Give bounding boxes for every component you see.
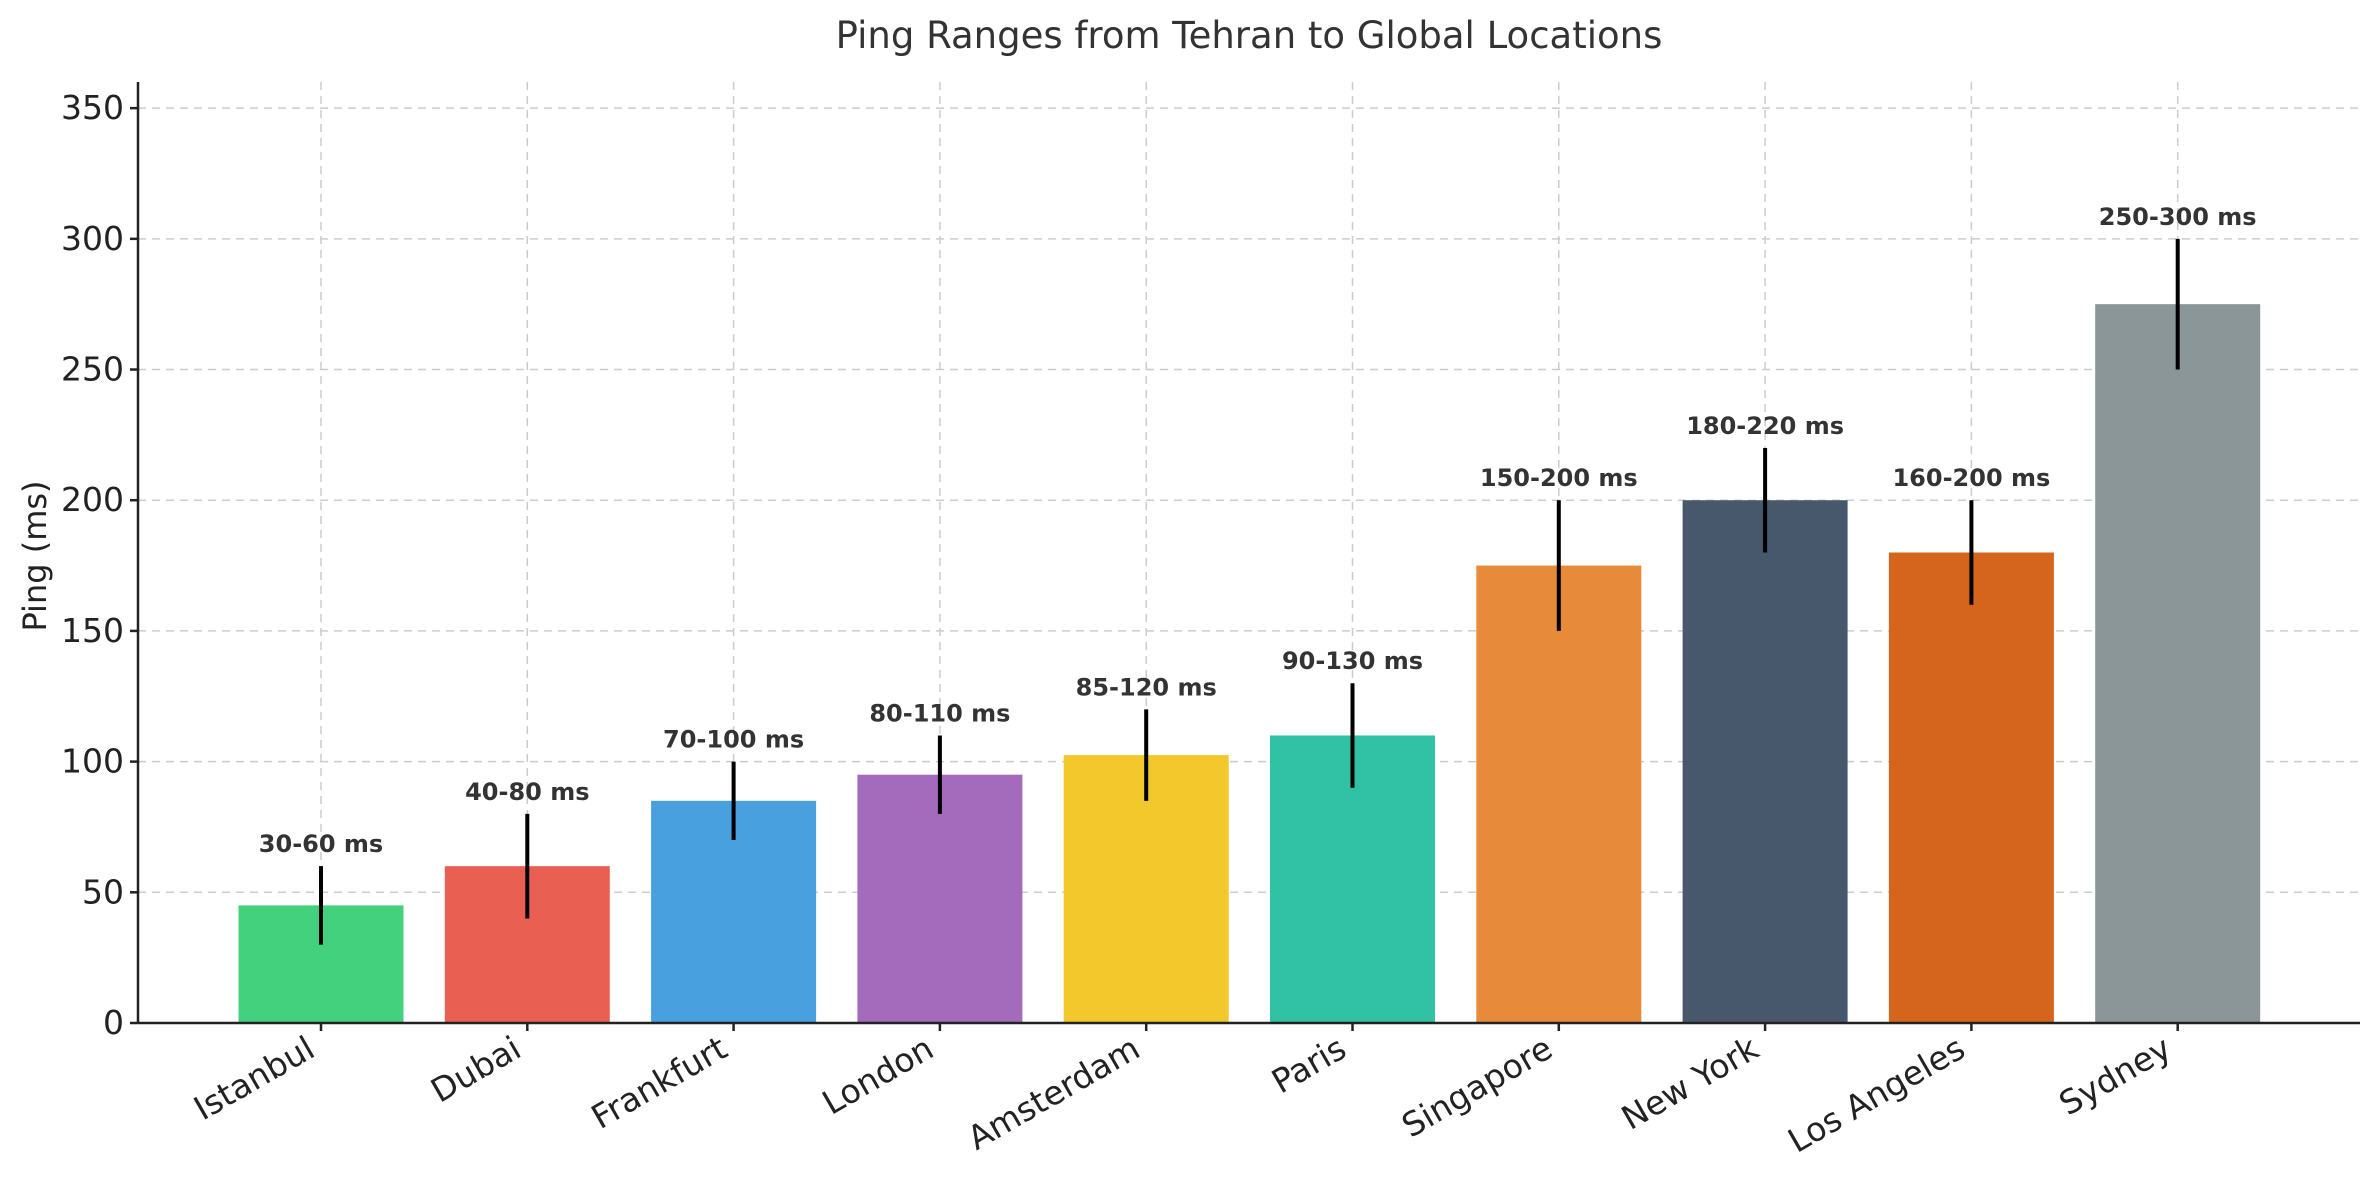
y-tick-label: 350 [61,88,124,127]
range-label: 85-120 ms [1076,673,1217,701]
range-label: 180-220 ms [1686,412,1844,440]
range-label: 90-130 ms [1282,647,1423,675]
range-label: 80-110 ms [869,699,1010,727]
x-ticks-layer: Istanbul Dubai Frankfurt London Amsterdam Par… [187,1023,2179,1160]
y-axis-label: Ping (ms) [16,480,54,631]
chart-title: Ping Ranges from Tehran to Global Locati… [836,14,1663,57]
x-tick-label: Dubai [424,1028,527,1110]
x-tick-label: Istanbul [187,1028,321,1128]
range-label: 40-80 ms [465,778,589,806]
range-label: 30-60 ms [259,830,383,858]
y-tick-label: 300 [61,219,124,258]
x-tick-label: Sydney [2052,1028,2177,1123]
bar-singapore [1476,565,1642,1023]
range-labels-layer: 30-60 ms 40-80 ms 70-100 ms 80-110 ms 85-120… [259,203,2257,858]
range-label: 250-300 ms [2099,203,2257,231]
range-label: 70-100 ms [663,726,804,754]
y-tick-label: 250 [61,350,124,389]
y-ticks-layer: 0 50 100 150 200 250 300 350 [61,88,138,1042]
y-tick-label: 0 [103,1003,124,1042]
bar-london [857,774,1023,1023]
bar-sydney [2095,304,2261,1023]
range-label: 160-200 ms [1892,464,2050,492]
x-tick-label: Frankfurt [585,1028,734,1137]
range-label: 150-200 ms [1480,464,1638,492]
bar-new-york [1682,500,1848,1023]
x-tick-label: Singapore [1395,1028,1559,1145]
bar-los-angeles [1888,552,2054,1023]
bars-layer [238,304,2261,1023]
y-tick-label: 50 [82,872,124,911]
y-tick-label: 100 [61,742,124,781]
x-tick-label: Los Angeles [1781,1028,1971,1160]
x-tick-label: London [816,1028,940,1122]
x-tick-label: Amsterdam [961,1028,1146,1158]
error-bars-layer [319,238,2180,945]
x-tick-label: New York [1615,1028,1766,1138]
y-tick-label: 150 [61,611,124,650]
y-tick-label: 200 [61,480,124,519]
x-tick-label: Paris [1265,1028,1353,1101]
